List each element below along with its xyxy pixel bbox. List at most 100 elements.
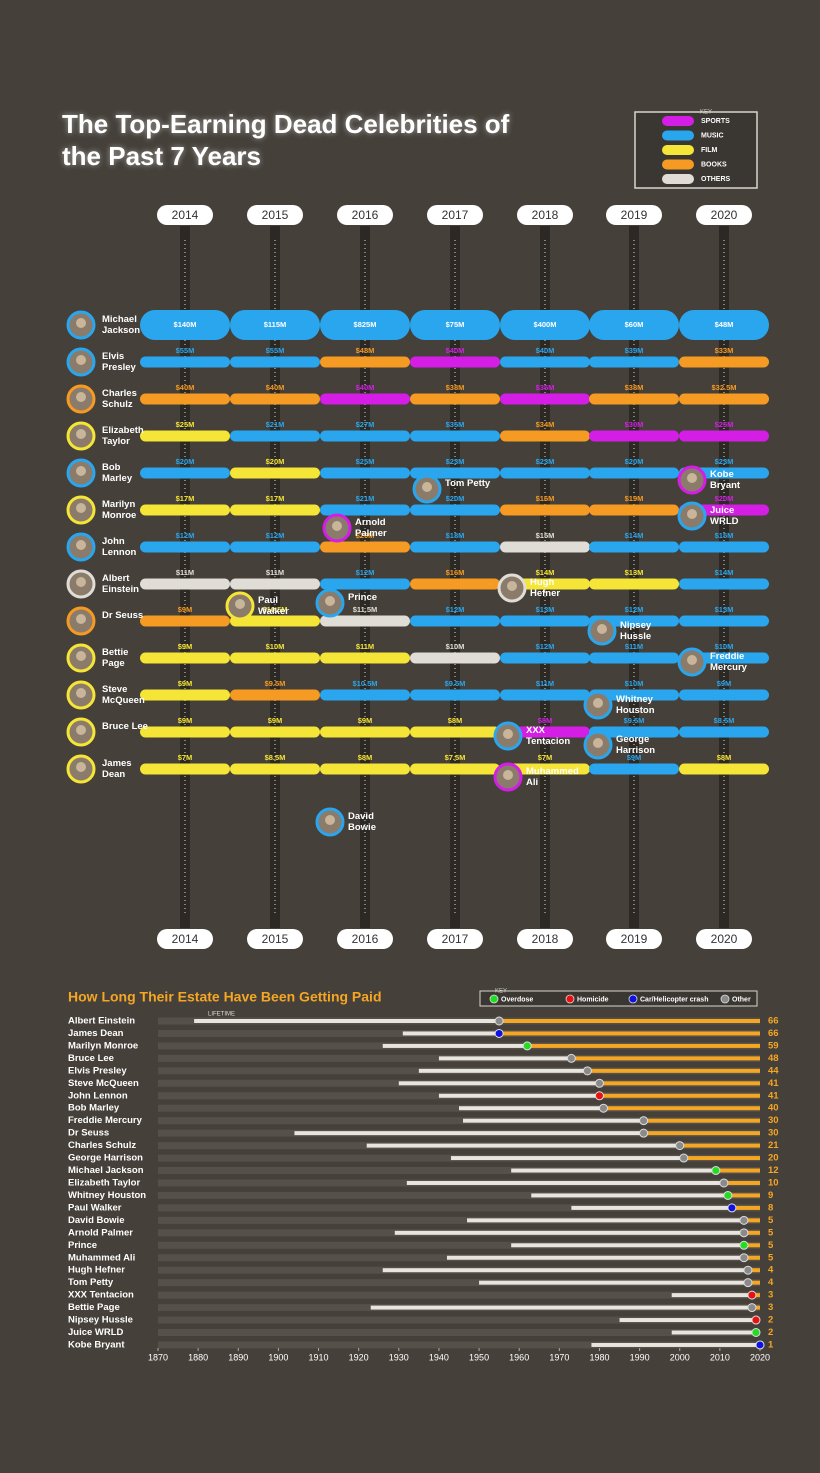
photo-face <box>593 698 603 708</box>
earnings-label: $19M <box>625 494 644 503</box>
lifetime-bar <box>479 1280 748 1285</box>
row-name: Albert Einstein <box>68 1016 135 1027</box>
earnings-band <box>589 504 679 516</box>
earnings-band <box>410 652 500 664</box>
row-name: Whitney Houston <box>68 1190 146 1201</box>
year-pill <box>247 929 303 949</box>
estate-bar <box>643 1131 760 1136</box>
photo-face <box>235 599 245 609</box>
estate-bar <box>727 1193 760 1198</box>
earnings-label: $23M <box>536 457 555 466</box>
estate-bar <box>743 1255 760 1260</box>
earnings-band <box>589 310 679 340</box>
earnings-label: $40M <box>266 383 285 392</box>
earnings-label: $40M <box>176 383 195 392</box>
x-tick-label: 1900 <box>268 1352 288 1362</box>
lifetime-bar <box>571 1205 732 1210</box>
key-swatch <box>662 116 694 126</box>
row-name: Hugh Hefner <box>68 1265 125 1276</box>
row-track <box>158 1316 760 1324</box>
years-paid: 5 <box>768 1227 774 1238</box>
years-paid: 66 <box>768 1016 779 1027</box>
key-label: SPORTS <box>701 118 730 125</box>
earnings-band <box>140 615 230 627</box>
year-pill <box>337 929 393 949</box>
years-paid: 5 <box>768 1215 774 1226</box>
earnings-band <box>140 356 230 368</box>
estate-bar <box>743 1230 760 1235</box>
earnings-label: $48M <box>356 346 375 355</box>
year-label: 2016 <box>352 932 379 946</box>
earnings-label: $12M <box>446 605 465 614</box>
lifetime-bar <box>467 1218 744 1223</box>
photo-face <box>76 688 86 698</box>
earnings-label: $17M <box>266 494 285 503</box>
estate-bar <box>603 1106 760 1111</box>
row-track <box>158 1291 760 1299</box>
lifetime-bar <box>370 1305 752 1310</box>
key-label: Other <box>732 996 751 1003</box>
earnings-band <box>230 467 320 479</box>
earnings-band <box>679 310 769 340</box>
earnings-label: $12M <box>536 642 555 651</box>
row-name: Bruce Lee <box>68 1053 114 1064</box>
earnings-band <box>589 467 679 479</box>
lifetime-bar <box>294 1131 644 1136</box>
earnings-label: $9M <box>178 642 193 651</box>
earnings-band <box>589 541 679 553</box>
death-dot <box>719 1178 729 1188</box>
earnings-band <box>320 393 410 405</box>
years-paid: 3 <box>768 1302 773 1313</box>
year-label: 2020 <box>711 208 738 222</box>
callout-name: Whitney Houston <box>616 694 655 716</box>
key-swatch <box>662 145 694 155</box>
section-title: How Long Their Estate Have Been Getting … <box>68 989 382 1005</box>
earnings-label: $7M <box>178 753 193 762</box>
earnings-band <box>320 615 410 627</box>
years-paid: 10 <box>768 1177 779 1188</box>
earnings-band <box>500 652 590 664</box>
earnings-band <box>140 541 230 553</box>
earnings-label: $38M <box>625 383 644 392</box>
x-tick-label: 1950 <box>469 1352 489 1362</box>
earnings-band <box>320 430 410 442</box>
photo-face <box>325 596 335 606</box>
death-dot <box>494 1016 504 1026</box>
earnings-band <box>230 726 320 738</box>
key-dot <box>720 994 730 1004</box>
years-paid: 12 <box>768 1165 779 1176</box>
photo-face <box>687 509 697 519</box>
earnings-band <box>230 393 320 405</box>
year-pill <box>157 205 213 225</box>
earnings-band <box>320 541 410 553</box>
key-title: KEY <box>495 989 507 995</box>
earnings-label: $11M <box>625 642 643 651</box>
key-dot <box>628 994 638 1004</box>
earnings-label: $11M <box>356 642 374 651</box>
death-dot <box>522 1041 532 1051</box>
years-paid: 21 <box>768 1140 779 1151</box>
x-tick-label: 2000 <box>670 1352 690 1362</box>
row-name: Kobe Bryant <box>68 1339 125 1350</box>
earnings-label: $8M <box>358 753 373 762</box>
lifetime-bar <box>511 1168 716 1173</box>
key-label: OTHERS <box>701 176 731 183</box>
earnings-label: $9M <box>268 716 283 725</box>
earnings-band <box>500 763 590 775</box>
death-dot <box>739 1240 749 1250</box>
earnings-band <box>410 763 500 775</box>
key-label: Car/Helicopter crash <box>640 996 708 1003</box>
earnings-band <box>320 652 410 664</box>
earnings-band <box>500 689 590 701</box>
earnings-label: $30M <box>625 420 644 429</box>
earnings-label: $9M <box>178 716 193 725</box>
row-name: Paul Walker <box>68 1202 122 1213</box>
earnings-band <box>500 467 590 479</box>
celebrity-name: Albert Einstein <box>102 573 139 595</box>
earnings-label: $11M <box>266 568 284 577</box>
earnings-band <box>230 504 320 516</box>
years-paid: 41 <box>768 1078 779 1089</box>
years-paid: 20 <box>768 1153 779 1164</box>
row-name: Steve McQueen <box>68 1078 139 1089</box>
earnings-band <box>140 689 230 701</box>
